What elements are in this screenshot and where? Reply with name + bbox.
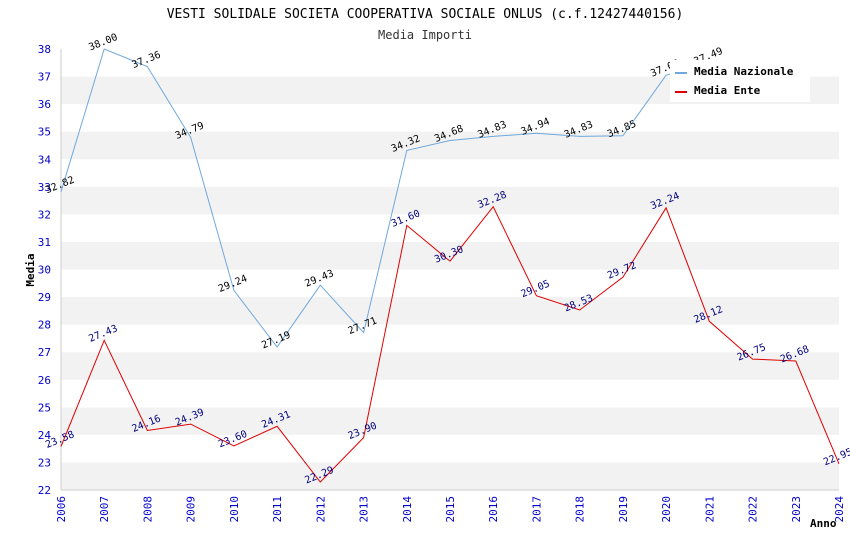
y-tick-label: 26: [38, 374, 51, 387]
x-tick-label: 2021: [703, 496, 716, 523]
grid-bands: [61, 49, 839, 490]
x-tick-label: 2024: [833, 496, 846, 523]
x-tick-label: 2011: [271, 496, 284, 523]
grid-band: [61, 104, 839, 132]
x-tick-labels: 2006 2007 2008 2009 2010 2011 2012 2013 2014 2015…: [55, 496, 846, 523]
y-tick-label: 23: [38, 456, 51, 469]
x-tick-label: 2009: [185, 496, 198, 523]
y-tick-label: 27: [38, 346, 51, 359]
legend-label-nazionale: Media Nazionale: [694, 65, 794, 78]
grid-band: [61, 131, 839, 160]
grid-band: [61, 379, 839, 408]
y-tick-label: 35: [38, 126, 51, 139]
grid-band: [61, 352, 839, 380]
grid-band: [61, 462, 839, 490]
series-line-media-ente: [60, 205, 840, 483]
grid-band: [61, 186, 839, 215]
y-tick-label: 28: [38, 319, 51, 332]
y-tick-label: 34: [38, 153, 52, 166]
x-tick-label: 2008: [141, 496, 154, 523]
x-tick-label: 2018: [574, 496, 587, 523]
y-tick-label: 38: [38, 43, 51, 56]
x-tick-label: 2022: [747, 496, 760, 523]
y-tick-label: 29: [38, 291, 51, 304]
y-tick-label: 30: [38, 264, 51, 277]
x-tick-label: 2016: [487, 496, 500, 523]
x-tick-label: 2015: [444, 496, 457, 523]
x-tick-label: 2014: [401, 496, 414, 523]
series-line-media-nazionale: [60, 48, 710, 348]
y-tick-label: 22: [38, 484, 51, 497]
y-tick-label: 25: [38, 401, 51, 414]
y-axis-label: Media: [24, 253, 37, 286]
grid-band: [61, 214, 839, 242]
y-tick-labels: 22 23 24 25 26 27 28 29 30 31 32 33 34 35 36 37 38: [38, 43, 52, 497]
y-tick-label: 32: [38, 208, 51, 221]
grid-band: [61, 269, 839, 298]
axes: [60, 49, 839, 491]
chart-title: VESTI SOLIDALE SOCIETA COOPERATIVA SOCIA…: [167, 7, 684, 22]
x-tick-label: 2010: [228, 496, 241, 523]
legend-background: [670, 60, 810, 102]
grid-band: [61, 434, 839, 463]
x-tick-label: 2013: [358, 496, 371, 523]
chart-subtitle: Media Importi: [378, 28, 472, 42]
x-tick-label: 2006: [55, 496, 68, 523]
y-tick-label: 33: [38, 181, 51, 194]
y-tick-label: 24: [38, 429, 52, 442]
x-axis-label: Anno: [810, 517, 837, 530]
legend: Media Nazionale Media Ente: [670, 60, 810, 102]
x-tick-label: 2020: [660, 496, 673, 523]
y-tick-label: 31: [38, 236, 51, 249]
grid-band: [61, 324, 839, 353]
x-tick-label: 2019: [617, 496, 630, 523]
grid-band: [61, 159, 839, 187]
x-tick-label: 2007: [98, 496, 111, 523]
x-tick-label: 2012: [314, 496, 327, 523]
series-lines: [60, 48, 840, 483]
y-tick-label: 36: [38, 98, 51, 111]
grid-band: [61, 407, 839, 435]
x-tick-label: 2023: [790, 496, 803, 523]
legend-label-ente: Media Ente: [694, 84, 761, 97]
y-tick-label: 37: [38, 71, 51, 84]
x-tick-label: 2017: [530, 496, 543, 523]
grid-band: [61, 241, 839, 270]
